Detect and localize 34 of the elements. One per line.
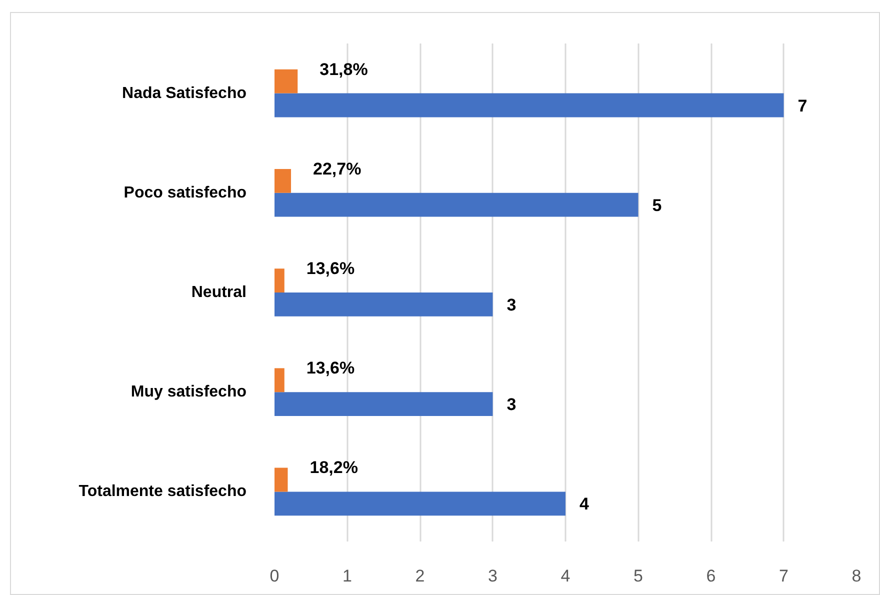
data-label: 3 (506, 395, 516, 414)
data-label: 5 (652, 196, 662, 215)
data-label: 3 (506, 295, 516, 314)
x-tick-label: 6 (706, 566, 716, 586)
data-label: 7 (798, 96, 808, 116)
bar (274, 492, 566, 516)
bar (274, 93, 784, 118)
x-tick-label: 5 (634, 566, 643, 586)
data-label: 13,6% (306, 358, 355, 378)
x-tick-label: 7 (779, 566, 788, 586)
data-label: 13,6% (306, 259, 355, 278)
bar (274, 192, 638, 217)
bar (274, 368, 284, 392)
bar (274, 268, 284, 292)
x-tick-label: 4 (560, 566, 570, 586)
data-label: 18,2% (310, 458, 358, 478)
x-tick-label: 2 (415, 566, 425, 586)
x-tick-label: 0 (270, 566, 280, 586)
y-tick-label: Muy satisfecho (130, 384, 247, 401)
y-tick-label: Neutral (191, 284, 246, 301)
bar (274, 168, 292, 193)
bar (274, 392, 493, 416)
data-label: 22,7% (313, 159, 362, 178)
y-tick-label: Nada Satisfecho (122, 84, 247, 102)
y-tick-label: Poco satisfecho (124, 184, 247, 202)
bar (274, 69, 298, 94)
y-tick-label: Totalmente satisfecho (78, 483, 247, 500)
bar (274, 468, 288, 492)
x-tick-label: 1 (342, 566, 352, 586)
x-tick-label: 3 (488, 566, 498, 586)
data-label: 31,8% (320, 60, 368, 79)
data-label: 4 (580, 494, 590, 514)
bar (274, 292, 493, 316)
x-tick-label: 8 (852, 566, 862, 586)
